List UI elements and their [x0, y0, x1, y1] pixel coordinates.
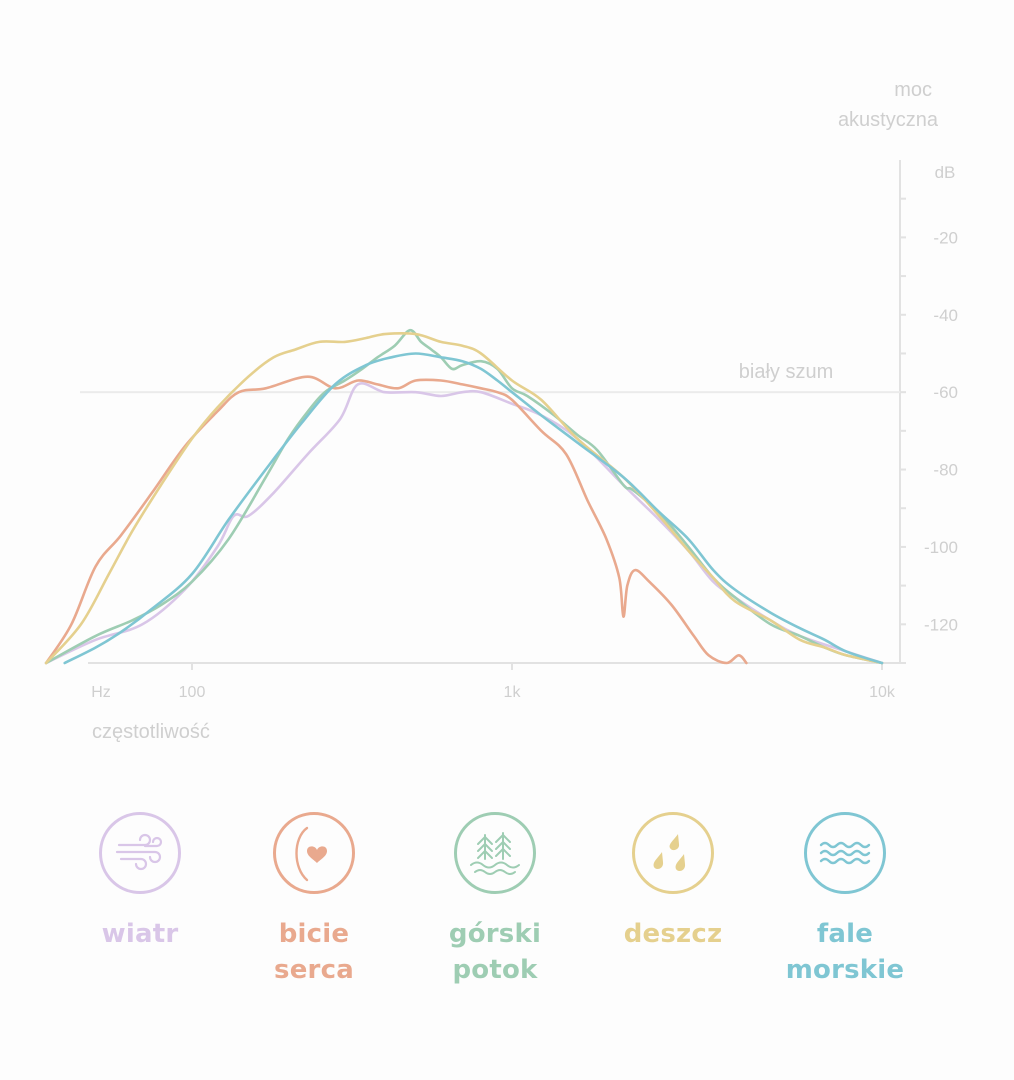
y-tick-label: -40	[933, 306, 958, 325]
legend-label-wiatr: wiatr	[101, 919, 179, 949]
legend-item-wiatr: wiatr	[55, 812, 225, 952]
legend-item-fale-morskie: fale morskie	[760, 812, 930, 988]
series-lines	[44, 328, 884, 665]
x-tick-label: 100	[179, 684, 206, 701]
x-axis-title: częstotliwość	[92, 721, 210, 743]
y-axis-unit: dB	[935, 163, 956, 182]
white-noise-label: biały szum	[739, 361, 833, 383]
x-tick-label: 1k	[504, 684, 522, 701]
x-axis-ticks: 100 1k 10k	[179, 663, 896, 701]
y-tick-label: -60	[933, 383, 958, 402]
series-line-wiatr	[44, 382, 884, 665]
y-tick-label: -80	[933, 461, 958, 480]
y-tick-label: -120	[924, 615, 958, 634]
x-axis-unit: Hz	[91, 684, 111, 701]
y-axis-title-line2: akustyczna	[838, 109, 939, 131]
legend-item-bicie-serca: bicie serca	[229, 812, 399, 988]
series-line-bicie-serca	[44, 375, 748, 665]
legend-item-deszcz: deszcz	[588, 812, 758, 952]
series-line-deszcz	[44, 332, 884, 665]
legend-label-bicie-serca: bicie serca	[274, 919, 354, 985]
y-tick-label: -100	[924, 538, 958, 557]
x-tick-label: 10k	[869, 684, 896, 701]
y-axis-ticks: -20 -40 -60 -80 -100 -120	[900, 197, 958, 664]
heartbeat-icon	[273, 812, 355, 894]
series-line-fale-morskie	[63, 352, 884, 665]
y-axis-title-line1: moc	[894, 79, 932, 101]
legend-row: wiatr bicie serca	[0, 812, 1014, 1052]
forest-stream-icon	[454, 812, 536, 894]
legend-label-deszcz: deszcz	[623, 919, 723, 949]
legend-label-fale-morskie: fale morskie	[785, 919, 905, 985]
legend-label-gorski-potok: górski potok	[448, 919, 542, 985]
legend-item-gorski-potok: górski potok	[410, 812, 580, 988]
spectrum-chart: moc akustyczna dB Hz częstotliwość biały…	[44, 79, 958, 743]
waves-icon	[804, 812, 886, 894]
raindrops-icon	[632, 812, 714, 894]
y-tick-label: -20	[933, 228, 958, 247]
wind-icon	[99, 812, 181, 894]
